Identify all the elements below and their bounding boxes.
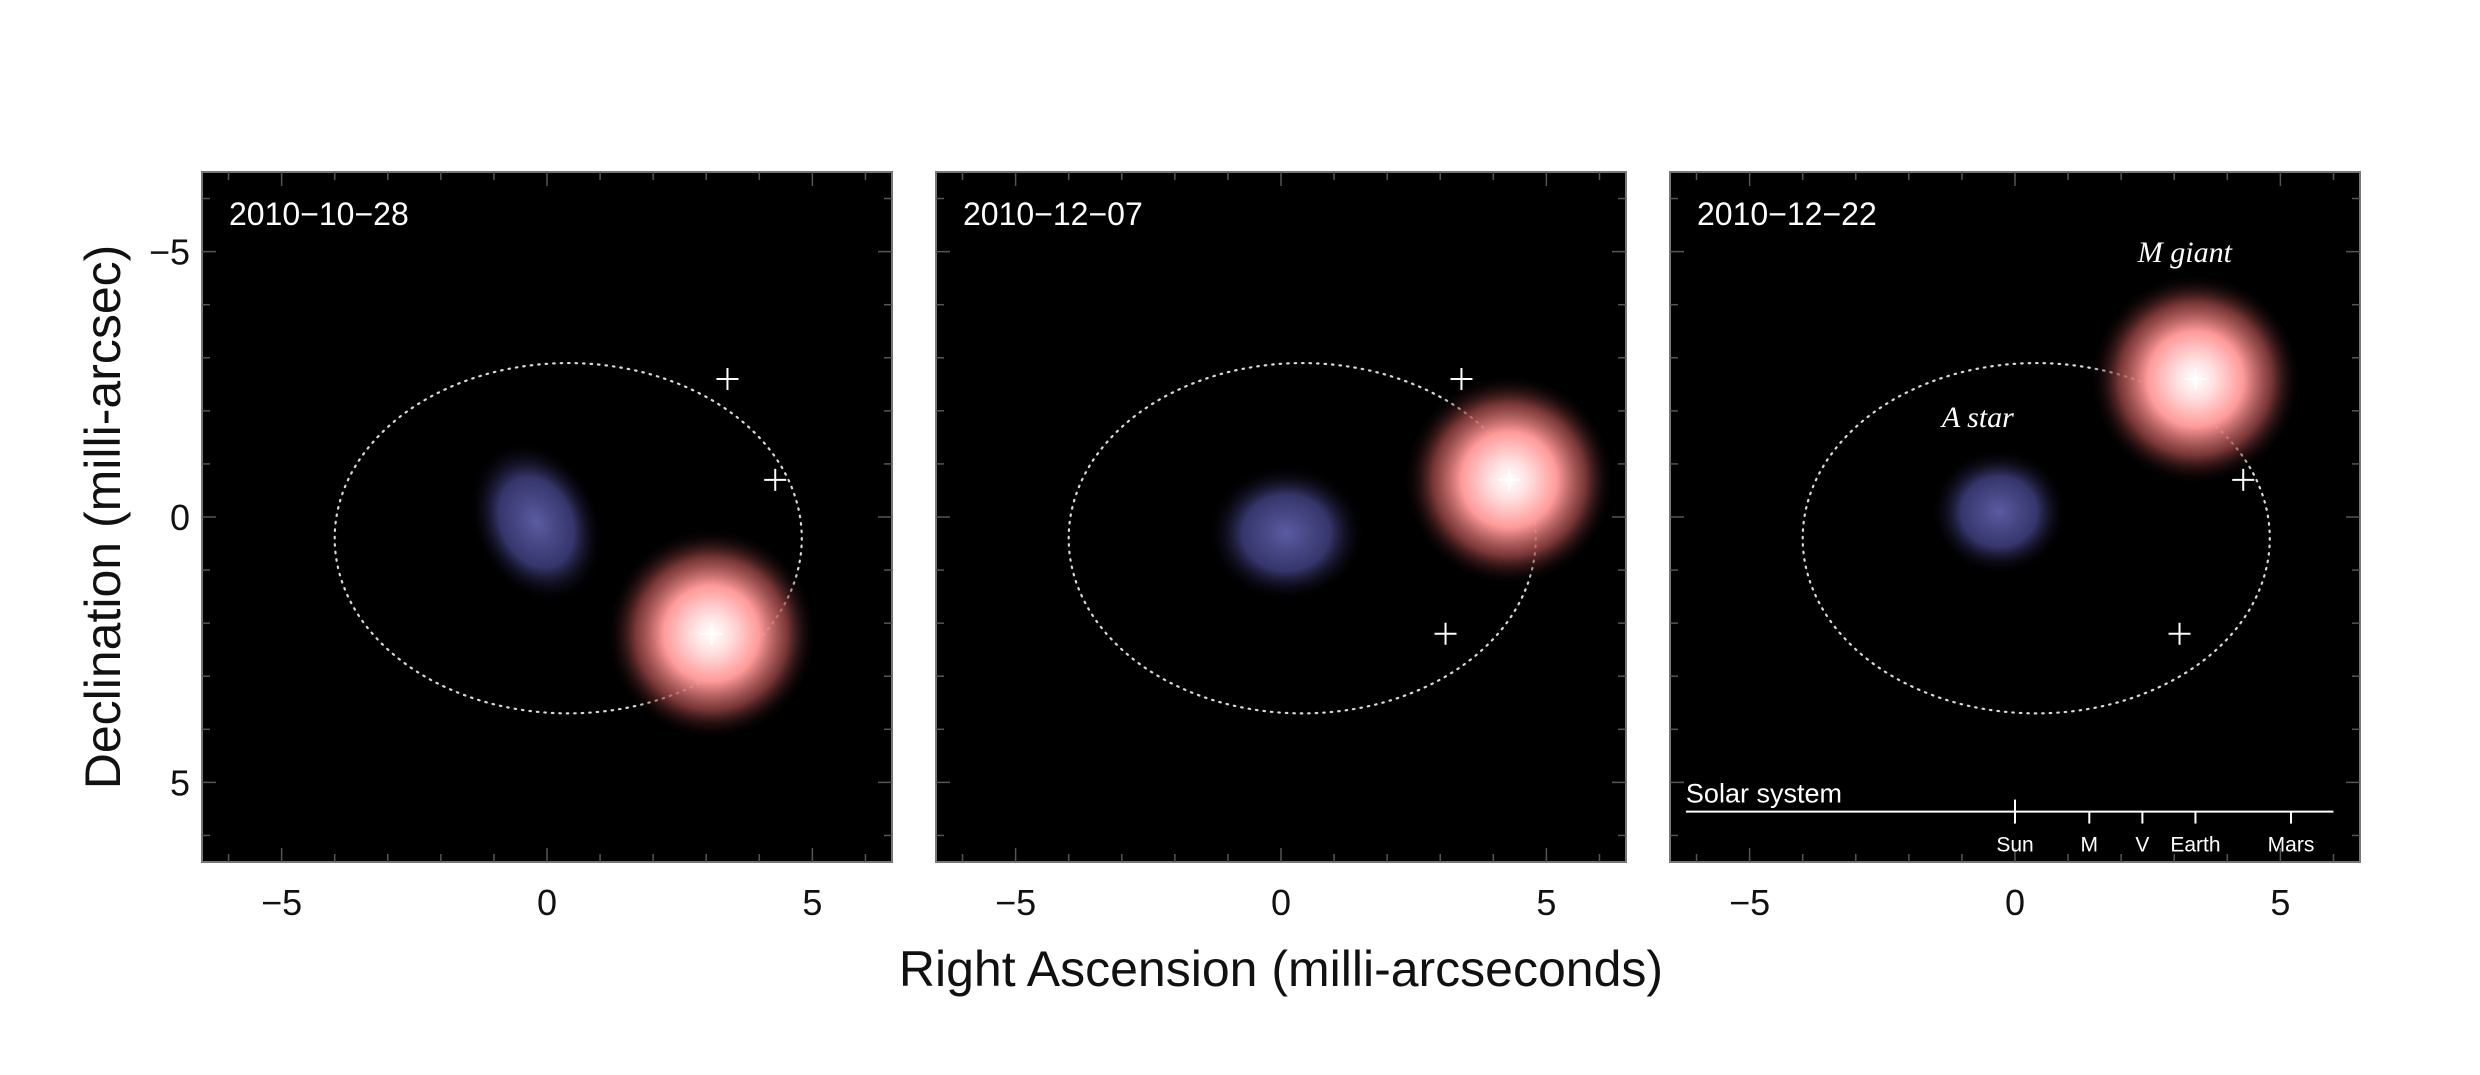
x-tick-label: −5 <box>261 882 302 923</box>
position-cross-2 <box>1498 468 1521 491</box>
panel-date: 2010−10−28 <box>229 196 409 232</box>
position-cross-1 <box>1450 368 1473 390</box>
x-tick-label: 5 <box>1536 882 1556 923</box>
x-axis-label: Right Ascension (milli-arcseconds) <box>899 941 1663 997</box>
panel-ticks <box>202 172 892 862</box>
orbit-path <box>1801 361 2271 715</box>
m-giant-label: M giant <box>2137 236 2233 269</box>
a-star-blob <box>1930 448 2069 576</box>
position-cross-3 <box>1434 622 1457 645</box>
a-star-label: A star <box>1940 401 2014 434</box>
panel-ticks <box>936 172 1626 862</box>
x-tick-label: 0 <box>1271 882 1291 923</box>
panel-1: 2010−10−28 −5 0 5 −5 0 5 <box>149 171 893 923</box>
y-tick-label: 5 <box>170 762 190 803</box>
a-star-blob <box>1206 463 1366 602</box>
planet-label: Mars <box>2268 834 2315 857</box>
panel-plot-area <box>333 361 818 740</box>
position-cross-2 <box>764 468 787 491</box>
x-tick-label: 5 <box>2270 882 2290 923</box>
x-tick-label: −5 <box>995 882 1036 923</box>
planet-label: M <box>2081 834 2099 857</box>
planet-label: V <box>2135 834 2149 857</box>
position-cross-1 <box>716 368 739 390</box>
position-cross-1 <box>2184 368 2207 390</box>
y-axis-label: Declination (milli-arcsec) <box>75 245 131 790</box>
position-cross-2 <box>2232 468 2255 491</box>
panel-2: 2010−12−07 −5 0 5 <box>935 171 1627 923</box>
position-cross-3 <box>2168 622 2191 645</box>
a-star-blob <box>468 440 605 604</box>
panel-date: 2010−12−22 <box>1697 196 1877 232</box>
y-tick-label: 0 <box>170 497 190 538</box>
panel-plot-area <box>1067 361 1616 715</box>
planet-label: Sun <box>1996 834 2033 857</box>
x-tick-label: 5 <box>802 882 822 923</box>
x-tick-label: 0 <box>2005 882 2025 923</box>
position-cross-3 <box>700 622 723 645</box>
y-tick-label: −5 <box>149 232 190 273</box>
panel-date: 2010−12−07 <box>963 196 1143 232</box>
solar-system-scale: Solar system Sun M V Earth Mars <box>1685 779 2334 857</box>
planet-label: Earth <box>2170 834 2220 857</box>
panel-plot-area <box>1801 272 2302 715</box>
orbit-path <box>333 361 803 715</box>
solar-system-title: Solar system <box>1686 779 1842 809</box>
x-tick-label: 0 <box>537 882 557 923</box>
panel-ticks <box>1670 172 2360 862</box>
x-tick-label: −5 <box>1729 882 1770 923</box>
